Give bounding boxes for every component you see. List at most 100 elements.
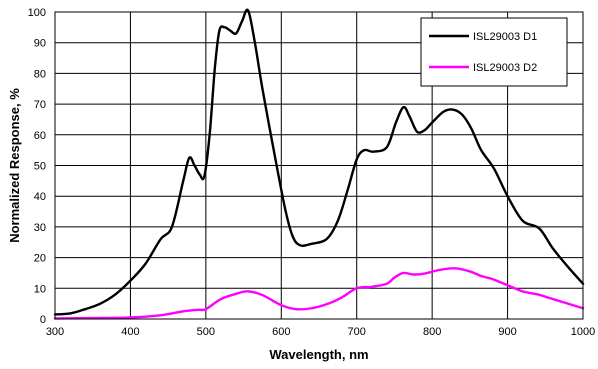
data-point (280, 304, 282, 306)
y-tick-label: 60 (34, 130, 46, 142)
series-lines (53, 8, 585, 320)
data-point (386, 283, 388, 285)
data-point (203, 175, 205, 177)
data-point (247, 9, 249, 12)
y-tick-label: 30 (34, 222, 46, 234)
data-point (205, 308, 207, 310)
data-point (567, 266, 569, 268)
data-point (412, 273, 414, 276)
data-point (408, 115, 411, 117)
tick-labels: 300 400 500 600 700 800 900 1000 0 10 20 30 40 50 60 70… (28, 7, 596, 338)
y-tick-label: 100 (28, 7, 46, 19)
data-point (182, 180, 184, 182)
data-point (493, 167, 495, 170)
data-point (491, 278, 494, 280)
data-point (284, 207, 286, 210)
data-point (218, 29, 221, 32)
data-point (461, 114, 463, 116)
legend-box (420, 17, 568, 87)
data-point (214, 66, 216, 68)
data-point (325, 303, 328, 305)
data-point (241, 20, 243, 22)
y-tick-label: 70 (34, 99, 46, 111)
data-point (229, 29, 231, 32)
data-point (431, 121, 433, 124)
data-point (247, 290, 249, 292)
data-point (393, 276, 396, 279)
data-point (84, 308, 86, 310)
data-point (182, 310, 184, 312)
data-point (522, 220, 524, 222)
data-point (480, 275, 482, 277)
legend: ISL29003 D1 ISL29003 D2 (420, 17, 568, 87)
y-tick-label: 20 (34, 253, 46, 265)
x-tick-label: 700 (348, 326, 366, 338)
data-point (224, 26, 226, 28)
data-point (295, 308, 297, 310)
data-point (144, 263, 147, 265)
data-point (254, 42, 256, 44)
data-point (261, 88, 264, 90)
data-point (292, 235, 294, 237)
legend-label: ISL29003 D2 (473, 62, 537, 74)
y-axis-title: Normalized Response, % (7, 88, 22, 243)
data-point (261, 294, 264, 296)
y-tick-label: 10 (34, 283, 46, 295)
data-point (480, 149, 482, 151)
data-point (356, 158, 358, 160)
data-point (522, 290, 524, 292)
data-point (341, 296, 343, 299)
data-point (372, 151, 374, 153)
data-point (386, 146, 388, 148)
data-point (197, 309, 199, 311)
data-point (506, 284, 509, 286)
data-point (209, 134, 211, 136)
data-point (160, 314, 162, 316)
legend-label: ISL29003 D1 (473, 31, 537, 43)
y-tick-label: 90 (34, 38, 46, 50)
data-point (424, 129, 426, 131)
data-point (469, 270, 471, 273)
data-point (442, 111, 445, 113)
data-point (325, 238, 328, 240)
series-line (53, 267, 585, 320)
y-tick-label: 40 (34, 191, 46, 203)
data-point (92, 317, 94, 319)
data-point (299, 244, 301, 246)
data-point (347, 189, 349, 191)
data-point (310, 307, 313, 309)
data-point (273, 149, 275, 151)
data-point (188, 157, 190, 159)
y-tick-label: 80 (34, 68, 46, 80)
x-tick-label: 300 (46, 326, 64, 338)
data-point (310, 243, 313, 245)
data-point (114, 293, 116, 296)
data-point (506, 195, 509, 197)
data-point (171, 226, 173, 228)
data-point (371, 286, 373, 288)
data-point (199, 174, 201, 176)
data-point (567, 303, 569, 305)
data-point (538, 227, 540, 230)
data-point (129, 316, 132, 319)
data-point (193, 164, 196, 167)
data-point (69, 312, 71, 315)
y-tick-label: 0 (40, 314, 46, 326)
data-point (160, 238, 162, 240)
data-point (454, 267, 456, 269)
data-point (395, 121, 397, 124)
data-point (452, 109, 454, 111)
x-tick-label: 400 (121, 326, 139, 338)
series-line (53, 8, 585, 316)
x-tick-label: 800 (423, 326, 441, 338)
data-point (537, 293, 539, 296)
data-point (235, 293, 237, 295)
data-point (470, 128, 472, 130)
y-tick-label: 50 (34, 161, 46, 173)
data-point (402, 106, 405, 108)
x-tick-label: 900 (498, 326, 516, 338)
data-point (416, 131, 418, 133)
data-point (402, 272, 405, 274)
x-tick-label: 500 (197, 326, 215, 338)
